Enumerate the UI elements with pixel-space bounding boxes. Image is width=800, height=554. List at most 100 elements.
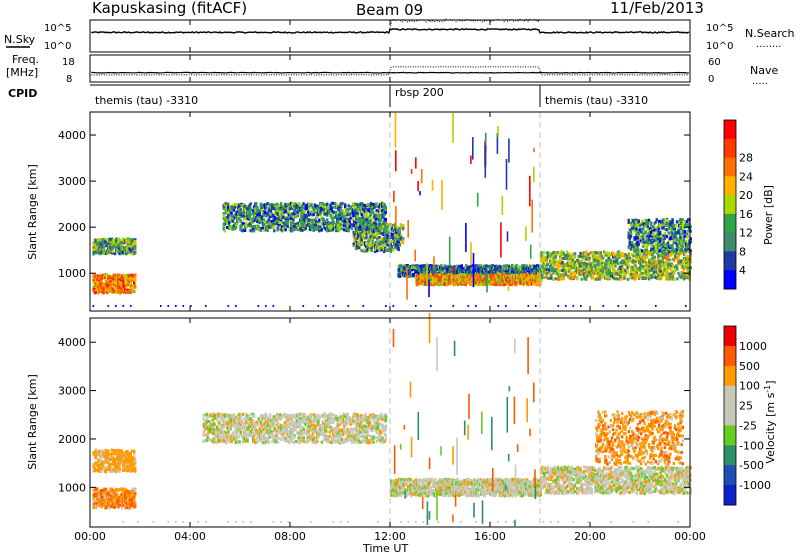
- scatter-cell: [394, 241, 397, 245]
- scatter-cell: [95, 278, 99, 282]
- scatter-cell: [131, 239, 135, 243]
- scatter-cell: [273, 225, 276, 229]
- scatter-cell: [287, 210, 291, 214]
- scatter-cell: [623, 276, 626, 280]
- scatter-cell: [126, 246, 129, 250]
- scatter-cell: [112, 285, 116, 289]
- scatter-cell: [352, 242, 355, 246]
- scatter-cell: [471, 276, 474, 280]
- scatter-cell: [628, 276, 632, 280]
- scatter-cell: [317, 222, 320, 226]
- scatter-cell: [511, 264, 514, 268]
- scatter-cell: [369, 232, 372, 236]
- scatter-cell: [337, 206, 340, 210]
- scatter-cell: [373, 205, 376, 209]
- scatter-cell: [397, 248, 400, 251]
- scatter-cell: [376, 203, 379, 206]
- scatter-cell: [339, 223, 342, 227]
- scatter-cell: [336, 214, 339, 218]
- scatter-cell: [242, 211, 246, 215]
- scatter-cell: [293, 228, 296, 232]
- scatter-cell: [131, 238, 135, 241]
- scatter-cell: [384, 208, 387, 212]
- scatter-cell: [600, 254, 604, 258]
- scatter-cell: [340, 214, 343, 218]
- scatter-cell: [613, 277, 616, 281]
- scatter-cell: [396, 229, 399, 233]
- scatter-cell: [278, 220, 282, 224]
- scatter-cell: [376, 211, 379, 215]
- scatter-cell: [377, 242, 380, 246]
- scatter-cell: [626, 270, 629, 274]
- scatter-cell: [92, 288, 95, 292]
- scatter-cell: [368, 248, 371, 252]
- scatter-cell: [556, 269, 560, 273]
- scatter-cell: [347, 228, 350, 232]
- scatter-cell: [474, 274, 477, 278]
- scatter-cell: [372, 230, 376, 234]
- scatter-cell: [329, 226, 332, 230]
- scatter-cell: [496, 271, 499, 275]
- beam-title: Beam 09: [356, 1, 423, 19]
- scatter-cell: [378, 236, 381, 239]
- scatter-cell: [607, 256, 610, 260]
- scatter-cell: [544, 275, 547, 279]
- scatter-cell: [332, 210, 336, 214]
- scatter-cell: [619, 275, 623, 279]
- scatter-cell: [249, 224, 252, 228]
- scatter-cell: [338, 227, 341, 231]
- scatter-cell: [276, 209, 279, 212]
- scatter-cell: [366, 243, 369, 246]
- scatter-cell: [603, 274, 606, 277]
- scatter-cell: [387, 249, 390, 253]
- scatter-cell: [591, 252, 595, 256]
- scatter-cell: [429, 273, 432, 277]
- scatter-cell: [319, 212, 322, 216]
- scatter-cell: [365, 212, 368, 216]
- scatter-cell: [328, 222, 331, 225]
- scatter-cell: [581, 271, 584, 275]
- scatter-cell: [381, 209, 384, 212]
- scatter-cell: [503, 283, 507, 286]
- scatter-cell: [394, 227, 397, 231]
- scatter-cell: [567, 274, 570, 278]
- scatter-cell: [626, 277, 629, 281]
- scatter-cell: [614, 254, 617, 258]
- scatter-cell: [282, 227, 285, 231]
- scatter-cell: [104, 283, 108, 287]
- scatter-cell: [552, 277, 555, 281]
- scatter-cell: [382, 206, 385, 210]
- scatter-cell: [574, 272, 578, 275]
- scatter-cell: [589, 251, 592, 255]
- scatter-cell: [227, 214, 230, 217]
- scatter-cell: [422, 273, 426, 277]
- scatter-cell: [254, 224, 257, 228]
- scatter-cell: [515, 281, 518, 285]
- scatter-cell: [572, 271, 575, 275]
- scatter-cell: [576, 276, 579, 279]
- scatter-cell: [115, 290, 118, 294]
- scatter-cell: [317, 224, 320, 228]
- scatter-cell: [550, 274, 553, 278]
- scatter-cell: [390, 245, 394, 249]
- scatter-cell: [573, 275, 577, 279]
- scatter-cell: [121, 249, 125, 253]
- scatter-cell: [254, 226, 257, 230]
- scatter-cell: [368, 230, 371, 234]
- scatter-cell: [260, 215, 264, 219]
- scatter-cell: [582, 264, 586, 268]
- scatter-cell: [281, 207, 284, 211]
- scatter-cell: [303, 219, 306, 223]
- scatter-cell: [446, 276, 449, 280]
- scatter-cell: [592, 262, 596, 266]
- scatter-cell: [368, 216, 372, 220]
- scatter-cell: [382, 220, 385, 224]
- scatter-cell: [381, 244, 385, 248]
- scatter-cell: [113, 245, 117, 249]
- scatter-cell: [275, 222, 278, 226]
- scatter-cell: [260, 208, 264, 212]
- scatter-cell: [329, 209, 332, 213]
- scatter-cell: [402, 241, 405, 245]
- scatter-cell: [398, 227, 401, 231]
